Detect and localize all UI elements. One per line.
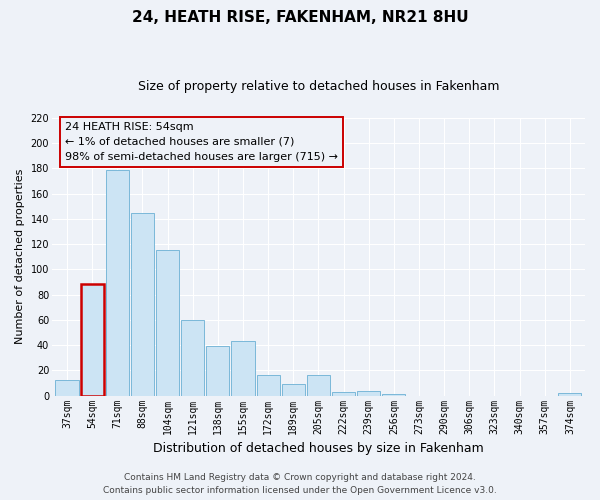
Text: 24 HEATH RISE: 54sqm
← 1% of detached houses are smaller (7)
98% of semi-detache: 24 HEATH RISE: 54sqm ← 1% of detached ho… — [65, 122, 338, 162]
Bar — [106, 170, 129, 396]
Bar — [131, 212, 154, 396]
Text: Contains HM Land Registry data © Crown copyright and database right 2024.
Contai: Contains HM Land Registry data © Crown c… — [103, 474, 497, 495]
Y-axis label: Number of detached properties: Number of detached properties — [15, 169, 25, 344]
X-axis label: Distribution of detached houses by size in Fakenham: Distribution of detached houses by size … — [153, 442, 484, 455]
Bar — [332, 392, 355, 396]
Title: Size of property relative to detached houses in Fakenham: Size of property relative to detached ho… — [138, 80, 499, 93]
Bar — [307, 376, 330, 396]
Bar — [357, 390, 380, 396]
Bar — [156, 250, 179, 396]
Bar — [55, 380, 79, 396]
Bar — [382, 394, 406, 396]
Text: 24, HEATH RISE, FAKENHAM, NR21 8HU: 24, HEATH RISE, FAKENHAM, NR21 8HU — [131, 10, 469, 25]
Bar — [282, 384, 305, 396]
Bar — [181, 320, 205, 396]
Bar — [80, 284, 104, 396]
Bar — [206, 346, 229, 396]
Bar — [559, 393, 581, 396]
Bar — [232, 342, 254, 396]
Bar — [257, 376, 280, 396]
